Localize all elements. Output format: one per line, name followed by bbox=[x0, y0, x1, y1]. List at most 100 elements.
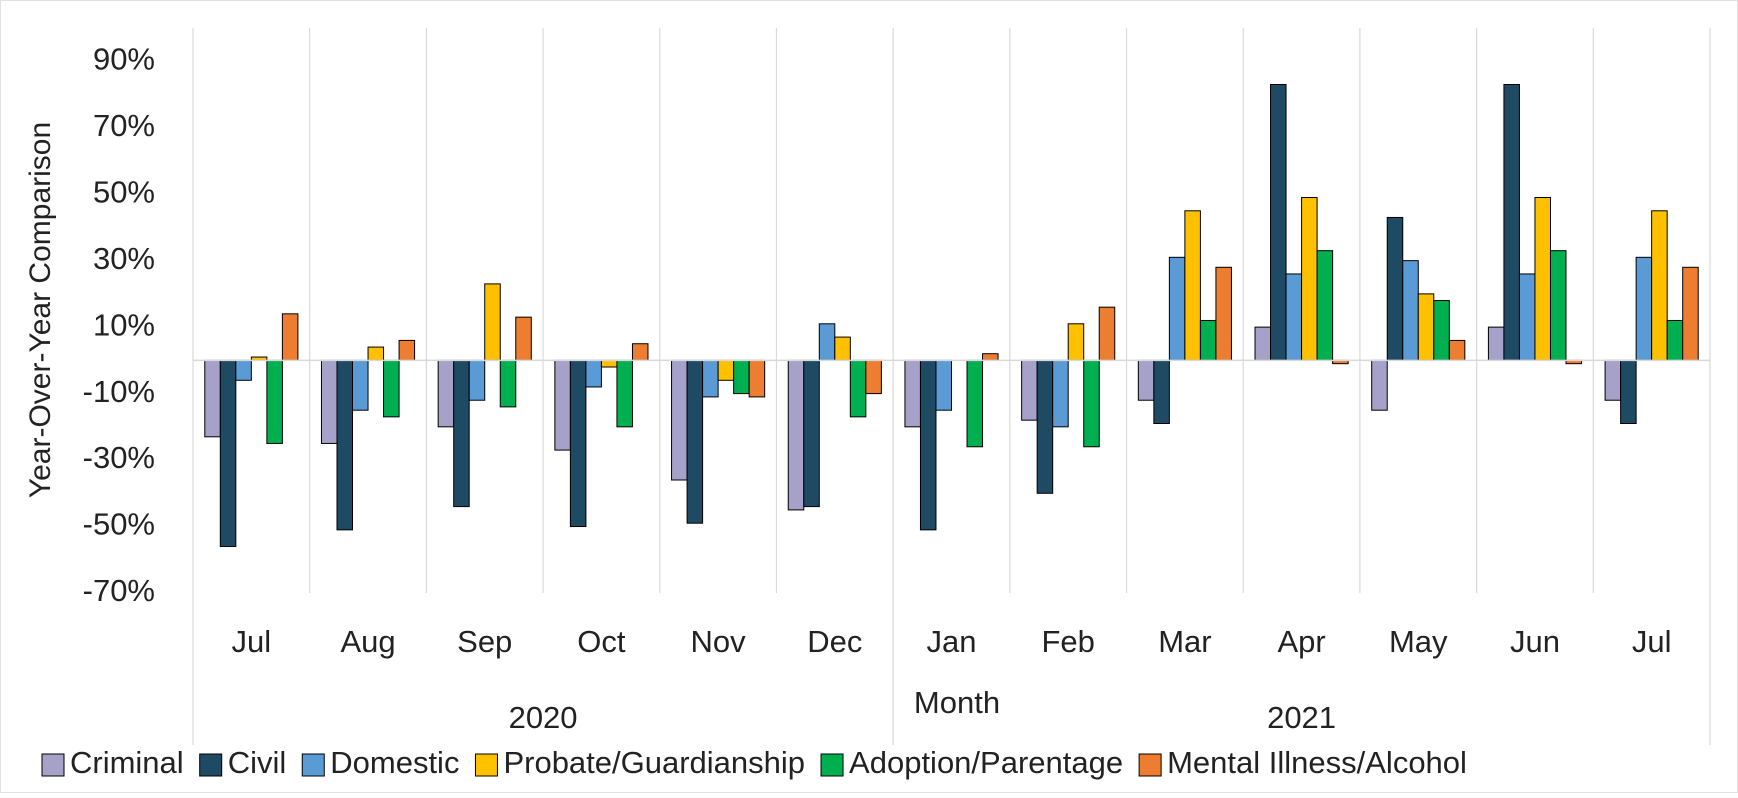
legend-swatch bbox=[474, 753, 498, 777]
x-tick-label: Apr bbox=[1277, 624, 1325, 659]
bar bbox=[1083, 359, 1100, 448]
bar bbox=[1503, 84, 1520, 361]
bar bbox=[352, 359, 369, 411]
bar bbox=[1052, 359, 1069, 428]
bar bbox=[1301, 197, 1318, 361]
bar bbox=[616, 359, 633, 428]
bar bbox=[834, 336, 851, 361]
bar bbox=[702, 359, 719, 398]
legend-label: Probate/Guardianship bbox=[503, 745, 805, 780]
legend-swatch bbox=[41, 753, 65, 777]
bar bbox=[904, 359, 921, 428]
bar bbox=[849, 359, 867, 418]
legend-label: Civil bbox=[228, 745, 287, 780]
bar bbox=[1215, 266, 1232, 361]
x-tick-label: Jan bbox=[927, 624, 977, 659]
bar bbox=[1199, 319, 1217, 361]
bar bbox=[1448, 339, 1466, 361]
y-tick-label: -30% bbox=[83, 440, 155, 475]
bar bbox=[1549, 250, 1567, 361]
x-tick-label: Mar bbox=[1158, 624, 1211, 659]
y-tick-label: -50% bbox=[83, 507, 155, 542]
bar bbox=[935, 359, 952, 411]
bar bbox=[1021, 359, 1038, 421]
bar bbox=[1604, 359, 1622, 401]
bar bbox=[266, 359, 283, 444]
bar bbox=[1666, 319, 1684, 361]
bar bbox=[865, 359, 882, 395]
group-label: 2021 bbox=[1267, 700, 1336, 735]
bar bbox=[1635, 256, 1653, 361]
legend-label: Adoption/Parentage bbox=[849, 745, 1123, 780]
bar bbox=[437, 359, 455, 428]
bar bbox=[982, 353, 999, 361]
bar bbox=[204, 359, 221, 438]
x-tick-label: Jul bbox=[1632, 624, 1672, 659]
bar bbox=[453, 359, 470, 508]
x-tick-label: Feb bbox=[1041, 624, 1094, 659]
bar bbox=[966, 359, 984, 448]
bar bbox=[515, 316, 532, 361]
legend-swatch bbox=[301, 753, 325, 777]
bar bbox=[1651, 210, 1668, 361]
legend-label: Domestic bbox=[330, 745, 459, 780]
x-tick-label: Dec bbox=[807, 624, 862, 659]
bar bbox=[484, 283, 501, 361]
bar bbox=[671, 359, 688, 481]
bar bbox=[1254, 326, 1272, 361]
bar bbox=[686, 359, 704, 524]
bar bbox=[1620, 359, 1637, 424]
bar bbox=[320, 359, 338, 444]
bar bbox=[219, 359, 237, 547]
bar bbox=[787, 359, 805, 511]
legend-label: Mental Illness/Alcohol bbox=[1167, 745, 1467, 780]
x-tick-label: Oct bbox=[577, 624, 626, 659]
bar bbox=[1487, 326, 1505, 361]
bar bbox=[1036, 359, 1054, 494]
legend-swatch bbox=[199, 753, 223, 777]
bar bbox=[1518, 273, 1536, 361]
bar bbox=[1534, 197, 1551, 361]
x-axis-title: Month bbox=[914, 685, 1000, 720]
bar bbox=[1184, 210, 1201, 361]
bar bbox=[748, 359, 766, 398]
bar bbox=[600, 359, 618, 368]
bar bbox=[398, 339, 416, 361]
bar bbox=[1682, 266, 1699, 361]
y-tick-label: 50% bbox=[93, 174, 155, 209]
bar bbox=[1153, 359, 1170, 424]
bar bbox=[733, 359, 750, 395]
y-tick-label: 70% bbox=[93, 108, 155, 143]
bar bbox=[1402, 260, 1419, 361]
bar bbox=[919, 359, 937, 531]
legend-swatch bbox=[820, 753, 844, 777]
bar bbox=[1371, 359, 1388, 411]
bar bbox=[585, 359, 602, 388]
bar bbox=[1270, 84, 1287, 361]
bar bbox=[1285, 273, 1303, 361]
bar bbox=[803, 359, 820, 508]
bar bbox=[1316, 250, 1334, 361]
legend-swatch bbox=[1138, 753, 1162, 777]
group-label: 2020 bbox=[509, 700, 578, 735]
bar bbox=[468, 359, 486, 401]
x-tick-label: Jun bbox=[1510, 624, 1560, 659]
bar bbox=[717, 359, 735, 381]
x-tick-label: May bbox=[1389, 624, 1448, 659]
bar bbox=[281, 313, 299, 361]
x-tick-label: Jul bbox=[232, 624, 272, 659]
bar bbox=[554, 359, 571, 451]
bar bbox=[367, 346, 385, 361]
bar bbox=[499, 359, 517, 408]
bar bbox=[1417, 293, 1435, 361]
bar bbox=[1098, 306, 1116, 361]
x-tick-label: Nov bbox=[691, 624, 747, 659]
bar bbox=[818, 323, 836, 361]
bar bbox=[1137, 359, 1155, 401]
bar bbox=[1386, 216, 1404, 361]
bar bbox=[1067, 323, 1085, 361]
y-tick-label: 30% bbox=[93, 241, 155, 276]
